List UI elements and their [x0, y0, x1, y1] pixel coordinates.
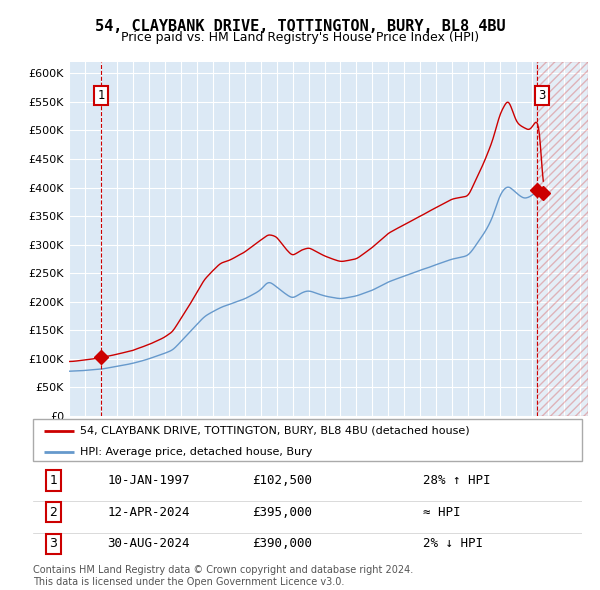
Text: 2% ↓ HPI: 2% ↓ HPI	[423, 537, 483, 550]
Text: HPI: Average price, detached house, Bury: HPI: Average price, detached house, Bury	[80, 447, 312, 457]
Text: 1: 1	[98, 89, 105, 102]
Text: 54, CLAYBANK DRIVE, TOTTINGTON, BURY, BL8 4BU (detached house): 54, CLAYBANK DRIVE, TOTTINGTON, BURY, BL…	[80, 426, 469, 436]
Text: £395,000: £395,000	[253, 506, 313, 519]
Text: 12-APR-2024: 12-APR-2024	[107, 506, 190, 519]
Text: 3: 3	[49, 537, 57, 550]
Text: 30-AUG-2024: 30-AUG-2024	[107, 537, 190, 550]
Text: Price paid vs. HM Land Registry's House Price Index (HPI): Price paid vs. HM Land Registry's House …	[121, 31, 479, 44]
Text: ≈ HPI: ≈ HPI	[423, 506, 460, 519]
Bar	[536, 62, 588, 416]
Text: £390,000: £390,000	[253, 537, 313, 550]
Text: Contains HM Land Registry data © Crown copyright and database right 2024.
This d: Contains HM Land Registry data © Crown c…	[33, 565, 413, 587]
Text: 10-JAN-1997: 10-JAN-1997	[107, 474, 190, 487]
Text: 1: 1	[49, 474, 57, 487]
Text: 54, CLAYBANK DRIVE, TOTTINGTON, BURY, BL8 4BU: 54, CLAYBANK DRIVE, TOTTINGTON, BURY, BL…	[95, 19, 505, 34]
Text: £102,500: £102,500	[253, 474, 313, 487]
Text: 3: 3	[538, 89, 546, 102]
Text: 2: 2	[49, 506, 57, 519]
Text: 28% ↑ HPI: 28% ↑ HPI	[423, 474, 490, 487]
